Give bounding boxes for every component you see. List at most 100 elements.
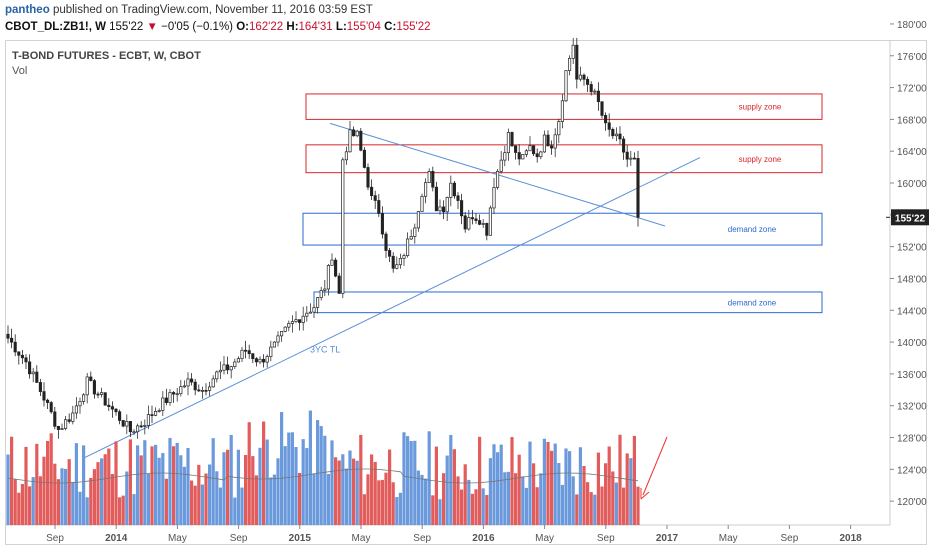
volume-bar xyxy=(82,445,86,525)
candle-body xyxy=(146,414,150,426)
volume-bar xyxy=(290,432,294,525)
x-tick-label: May xyxy=(168,533,187,544)
x-tick-label: 2014 xyxy=(105,533,128,544)
volume-bar xyxy=(625,453,629,525)
candle-body xyxy=(629,157,633,160)
volume-bar xyxy=(578,447,582,525)
candle-body xyxy=(625,151,629,160)
volume-bar xyxy=(406,436,410,525)
author-link[interactable]: pantheo xyxy=(5,4,50,16)
candle-body xyxy=(222,364,226,371)
volume-bar xyxy=(355,460,359,525)
candle-body xyxy=(262,358,266,363)
candle-body xyxy=(107,404,111,407)
volume-bar xyxy=(262,421,266,525)
candle-body xyxy=(578,74,582,80)
volume-bar xyxy=(10,436,14,525)
volume-bar xyxy=(319,426,323,525)
last-price-tag xyxy=(891,209,929,226)
candle-body xyxy=(229,366,233,371)
candle-body xyxy=(31,371,35,375)
candle-body xyxy=(67,419,71,422)
candle-body xyxy=(622,138,626,153)
candle-body xyxy=(478,220,482,225)
x-tick-label: 2016 xyxy=(472,533,495,544)
volume-bar xyxy=(280,412,284,525)
volume-bar xyxy=(233,497,237,525)
volume-bar xyxy=(416,470,420,525)
volume-bar xyxy=(348,450,352,525)
candle-body xyxy=(485,223,489,236)
y-tick-label: 140'00 xyxy=(897,338,927,349)
candle-body xyxy=(139,425,143,428)
candle-body xyxy=(236,358,240,363)
y-tick-label: 180'00 xyxy=(897,20,927,31)
y-tick-label: 164'00 xyxy=(897,147,927,158)
volume-bar xyxy=(503,472,507,525)
publish-line: pantheo published on TradingView.com, No… xyxy=(5,4,373,16)
volume-bar xyxy=(352,458,356,525)
candle-body xyxy=(355,130,359,137)
volume-bar xyxy=(150,446,154,525)
candle-body xyxy=(463,215,467,230)
candle-body xyxy=(254,358,258,363)
volume-bar xyxy=(38,476,42,525)
volume-bar xyxy=(553,443,557,525)
chart-frame[interactable] xyxy=(5,40,927,545)
volume-bar xyxy=(53,463,57,525)
candle-body xyxy=(575,44,579,80)
close-value: 155'22 xyxy=(396,21,431,33)
volume-bar xyxy=(514,473,518,525)
x-tick-label: Sep xyxy=(413,533,431,544)
symbol-name[interactable]: CBOT_DL:ZB1!, W xyxy=(5,21,106,33)
chart-title: T-BOND FUTURES - ECBT, W, CBOT xyxy=(12,50,201,62)
volume-bar xyxy=(323,435,327,525)
candle-body xyxy=(215,371,219,380)
volume-bar xyxy=(496,452,500,525)
volume-bar xyxy=(575,494,579,525)
volume-bar xyxy=(100,458,104,525)
zone-box xyxy=(305,93,823,120)
volume-bar xyxy=(395,497,399,525)
x-tick-label: Sep xyxy=(781,533,799,544)
candle-body xyxy=(409,236,413,240)
volume-bar xyxy=(107,448,111,525)
volume-bar xyxy=(64,468,68,525)
candle-body xyxy=(395,264,399,269)
volume-bar xyxy=(125,471,129,525)
volume-bar xyxy=(60,468,64,525)
volume-bar xyxy=(305,448,309,525)
candle-body xyxy=(524,150,528,155)
volume-bar xyxy=(236,449,240,525)
candle-body xyxy=(179,386,183,395)
price-change: −0'05 (−0.1%) xyxy=(161,21,234,33)
candle-body xyxy=(438,206,442,212)
candle-body xyxy=(17,351,21,356)
candle-body xyxy=(53,411,57,427)
x-tick-label: 2015 xyxy=(289,533,312,544)
candle-body xyxy=(334,259,338,277)
candle-body xyxy=(92,380,96,395)
candle-body xyxy=(391,255,395,269)
candle-body xyxy=(226,364,230,371)
candle-body xyxy=(406,238,410,256)
volume-bar xyxy=(611,471,615,525)
candle-body xyxy=(233,361,237,367)
volume-bar xyxy=(6,454,10,525)
volume-bar xyxy=(35,443,39,525)
candle-body xyxy=(175,393,179,396)
volume-bar xyxy=(222,452,226,525)
x-tick-label: Sep xyxy=(597,533,615,544)
candle-body xyxy=(280,331,284,337)
volume-bar xyxy=(208,464,212,525)
volume-bar xyxy=(168,437,172,525)
volume-bar xyxy=(190,480,194,525)
volume-bar xyxy=(200,484,204,525)
volume-bar xyxy=(118,497,122,525)
candle-body xyxy=(208,386,212,391)
volume-bar xyxy=(13,479,17,525)
candle-body xyxy=(589,84,593,93)
y-tick-label: 144'00 xyxy=(897,306,927,317)
candle-body xyxy=(290,321,294,324)
